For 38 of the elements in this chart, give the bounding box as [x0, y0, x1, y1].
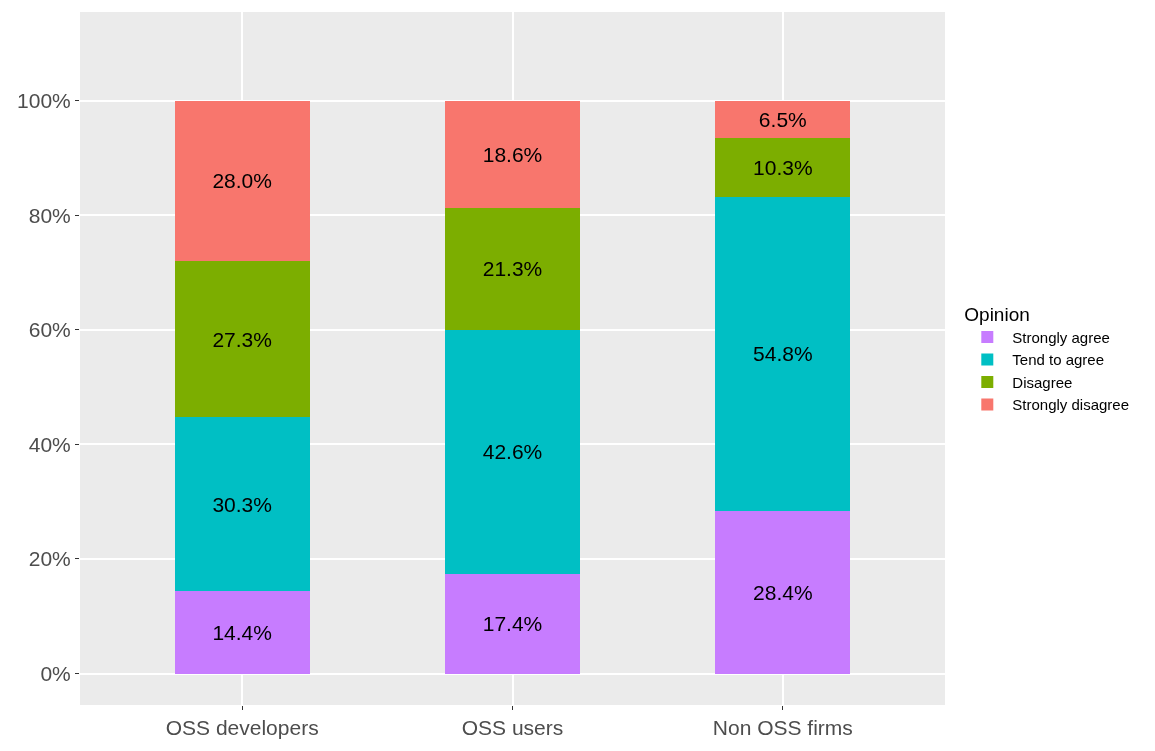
bar — [715, 196, 851, 511]
y-tick-label: 20% — [28, 547, 71, 571]
x-tick-label: OSS users — [461, 716, 564, 740]
data-label: 21.3% — [482, 257, 543, 281]
x-tick-label: Non OSS firms — [712, 716, 853, 740]
data-label: 27.3% — [212, 327, 272, 351]
data-label: 6.5% — [758, 107, 807, 131]
data-label: 30.3% — [212, 492, 272, 516]
legend-label: Tend to agree — [1012, 351, 1105, 369]
legend-label: Strongly agree — [1012, 328, 1110, 346]
data-label: 42.6% — [482, 440, 543, 464]
bar — [174, 417, 310, 592]
data-label: 10.3% — [753, 155, 813, 179]
y-tick-label: 100% — [17, 89, 71, 113]
bar — [444, 101, 581, 208]
bar — [174, 591, 310, 674]
y-tick-label: 60% — [28, 318, 71, 342]
bar — [174, 100, 310, 262]
data-label: 28.0% — [212, 169, 272, 193]
bar — [715, 138, 851, 197]
data-label: 14.4% — [212, 620, 272, 644]
legend-label: Disagree — [1012, 373, 1073, 391]
data-label: 54.8% — [753, 342, 813, 366]
bar — [444, 207, 581, 330]
y-tick-label: 40% — [28, 432, 71, 456]
data-label: 28.4% — [753, 580, 813, 604]
bar — [715, 510, 851, 674]
data-label: 17.4% — [482, 612, 543, 636]
x-tick-label: OSS developers — [165, 716, 319, 740]
legend-title: Opinion — [964, 303, 1030, 325]
bar — [174, 261, 310, 418]
bar — [715, 100, 851, 138]
y-tick-label: 80% — [28, 203, 71, 227]
y-tick-label: 0% — [40, 661, 71, 685]
bar — [444, 329, 581, 574]
bar — [444, 573, 581, 674]
legend-label: Strongly disagree — [1012, 396, 1130, 414]
data-label: 18.6% — [482, 143, 543, 167]
